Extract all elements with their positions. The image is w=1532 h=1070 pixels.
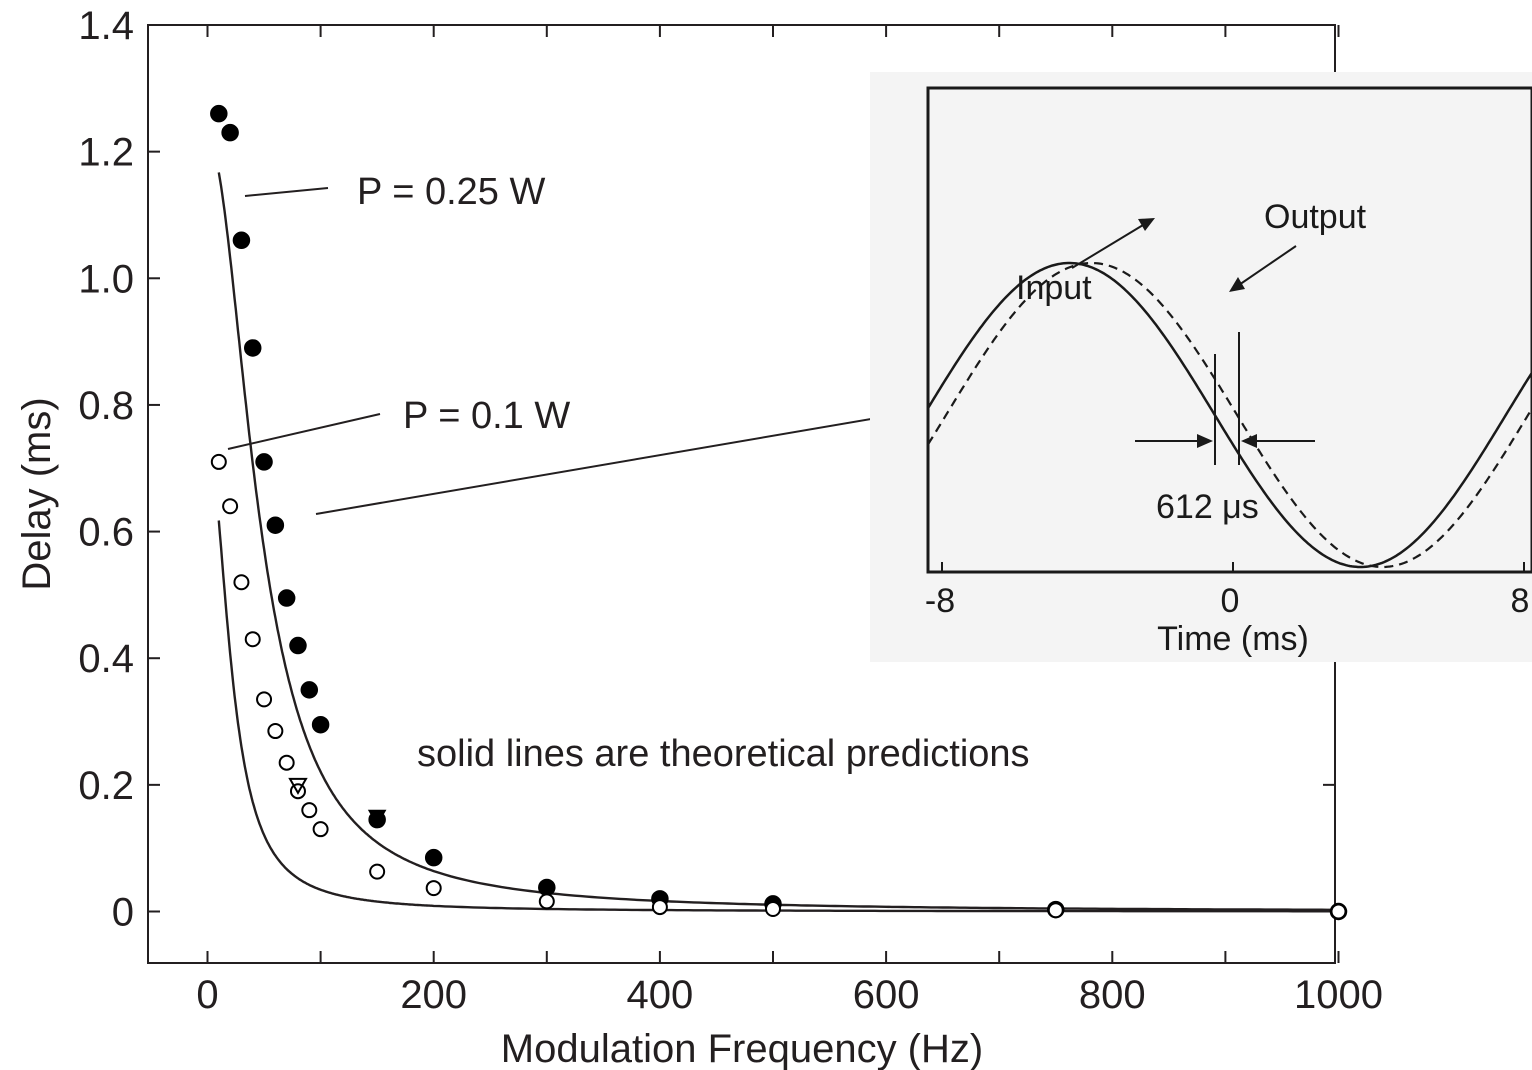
point-p025: [424, 848, 443, 867]
p01-label: P = 0.1 W: [403, 395, 570, 437]
theory-note: solid lines are theoretical predictions: [417, 733, 1030, 775]
inset-output-label: Output: [1264, 198, 1367, 236]
point-p01: [233, 574, 250, 591]
inset-input-label: Input: [1016, 269, 1092, 307]
point-p01: [244, 631, 261, 648]
p025-leader-line: [244, 187, 329, 197]
x-tick-label: 400: [627, 973, 694, 1017]
point-p025: [277, 589, 296, 607]
point-p01: [267, 723, 284, 740]
y-tick-label: 1.4: [78, 4, 134, 48]
x-tick-label: 800: [1079, 973, 1146, 1017]
point-p01: [301, 802, 318, 819]
point-p025: [300, 681, 319, 699]
point-p01: [538, 893, 555, 910]
y-tick-label: 0.4: [78, 637, 134, 681]
point-p01: [1330, 903, 1347, 920]
point-p025: [266, 516, 285, 534]
main-x-tick-labels: 0 200 400 600 800 1000: [196, 973, 1383, 1017]
y-tick-label: 1.2: [78, 131, 134, 175]
point-p025: [210, 104, 228, 123]
point-p01: [369, 863, 386, 880]
point-p025: [243, 339, 262, 357]
point-p01: [1047, 902, 1064, 919]
point-p025: [311, 715, 330, 734]
inset-frame: [926, 86, 1532, 574]
point-p025: [232, 231, 251, 250]
x-tick-label: 600: [853, 973, 920, 1017]
theory-curve: [217, 520, 1339, 913]
x-tick-label: 200: [400, 973, 467, 1017]
inset-delay-label: 612 μs: [1156, 488, 1259, 526]
point-p01: [210, 453, 227, 470]
data-points: [210, 104, 1348, 921]
input-arrow-line: [1071, 221, 1149, 269]
point-p01: [222, 498, 239, 515]
point-p01: [425, 880, 442, 897]
output-arrow-line: [1235, 245, 1297, 288]
inset-axis-ticks: [941, 562, 1525, 572]
p025-label: P = 0.25 W: [357, 171, 545, 213]
x-axis-label: Modulation Frequency (Hz): [501, 1027, 983, 1070]
point-triangle-open: [288, 777, 308, 795]
point-p01: [651, 899, 668, 916]
point-p025: [538, 878, 556, 897]
y-tick-label: 0.2: [78, 764, 134, 808]
inset-background: [870, 72, 1532, 662]
point-p01: [312, 821, 329, 838]
delay-arrowhead-right: [1241, 434, 1257, 448]
x-tick-label: 0: [196, 973, 218, 1017]
input-wave: [926, 261, 1532, 569]
theory-curves: [217, 172, 1339, 913]
point-p025: [255, 453, 273, 471]
point-p01: [278, 754, 295, 771]
y-tick-label: 0.6: [78, 511, 134, 555]
point-p025: [289, 636, 307, 655]
y-tick-label: 1.0: [78, 257, 134, 301]
output-wave: [927, 261, 1532, 569]
y-tick-label: 0: [112, 891, 134, 935]
output-arrowhead: [1229, 277, 1245, 292]
delay-arrowhead-left: [1197, 434, 1213, 448]
inset-x-tick-label: -8: [925, 582, 955, 620]
point-p01: [765, 900, 781, 917]
inset-panel: Input Output 612 μs -8 0 8 Time (ms): [870, 72, 1532, 662]
inset-x-tick-label: 0: [1221, 582, 1240, 620]
point-p01: [256, 691, 273, 708]
point-p025: [221, 123, 239, 142]
inset-x-axis-label: Time (ms): [1157, 620, 1309, 658]
main-y-tick-labels: 0 0.2 0.4 0.6 0.8 1.0 1.2 1.4: [78, 4, 134, 935]
y-tick-label: 0.8: [78, 384, 134, 428]
input-arrowhead: [1138, 218, 1155, 231]
theory-curve: [217, 172, 1339, 911]
p01-leader-line: [227, 413, 381, 450]
point-triangle-filled: [367, 809, 387, 827]
x-tick-label: 1000: [1294, 973, 1383, 1017]
y-axis-label: Delay (ms): [15, 397, 59, 590]
inset-pointer-line: [315, 413, 901, 515]
inset-x-tick-label: 8: [1511, 582, 1530, 620]
